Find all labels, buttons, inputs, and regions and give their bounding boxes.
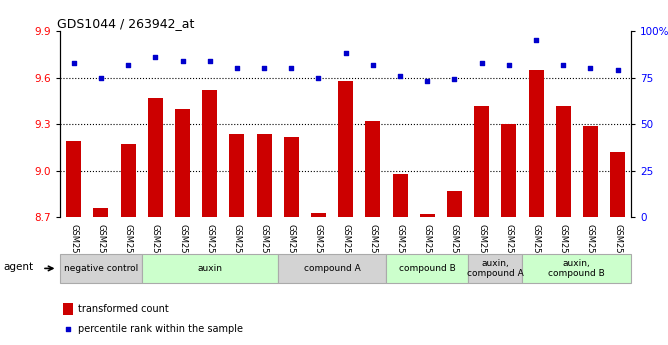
Bar: [338, 81, 353, 217]
Point: [449, 77, 460, 82]
Bar: [474, 106, 489, 217]
Bar: [556, 106, 570, 217]
Point: [367, 62, 378, 67]
Point: [204, 58, 215, 63]
Point: [259, 66, 269, 71]
Point: [613, 67, 623, 73]
Bar: [365, 121, 380, 217]
Point: [340, 51, 351, 56]
Text: compound B: compound B: [399, 264, 456, 273]
Bar: [420, 214, 435, 217]
Point: [558, 62, 568, 67]
Bar: [502, 124, 516, 217]
Text: auxin,
compound B: auxin, compound B: [548, 258, 605, 278]
Bar: [229, 134, 244, 217]
Text: negative control: negative control: [63, 264, 138, 273]
Point: [530, 38, 541, 43]
Text: GDS1044 / 263942_at: GDS1044 / 263942_at: [57, 17, 194, 30]
Bar: [142, 254, 278, 283]
Text: compound A: compound A: [304, 264, 361, 273]
Bar: [528, 70, 544, 217]
Point: [313, 75, 324, 80]
Point: [123, 62, 134, 67]
Point: [63, 326, 73, 332]
Bar: [387, 254, 468, 283]
Point: [68, 60, 79, 66]
Point: [150, 55, 161, 60]
Bar: [311, 213, 326, 217]
Bar: [63, 303, 73, 315]
Text: agent: agent: [3, 263, 33, 272]
Bar: [60, 254, 142, 283]
Point: [96, 75, 106, 80]
Bar: [278, 254, 387, 283]
Point: [585, 66, 596, 71]
Point: [422, 79, 433, 84]
Bar: [522, 254, 631, 283]
Point: [395, 73, 405, 79]
Text: percentile rank within the sample: percentile rank within the sample: [78, 324, 243, 334]
Point: [504, 62, 514, 67]
Bar: [148, 98, 163, 217]
Bar: [393, 174, 407, 217]
Bar: [202, 90, 217, 217]
Text: auxin,
compound A: auxin, compound A: [467, 258, 524, 278]
Text: transformed count: transformed count: [78, 304, 169, 314]
Point: [232, 66, 242, 71]
Point: [286, 66, 297, 71]
Bar: [583, 126, 598, 217]
Bar: [66, 141, 81, 217]
Bar: [610, 152, 625, 217]
Point: [476, 60, 487, 66]
Bar: [284, 137, 299, 217]
Bar: [447, 191, 462, 217]
Bar: [257, 134, 272, 217]
Bar: [121, 145, 136, 217]
Text: auxin: auxin: [197, 264, 222, 273]
Point: [177, 58, 188, 63]
Bar: [94, 208, 108, 217]
Bar: [468, 254, 522, 283]
Bar: [175, 109, 190, 217]
